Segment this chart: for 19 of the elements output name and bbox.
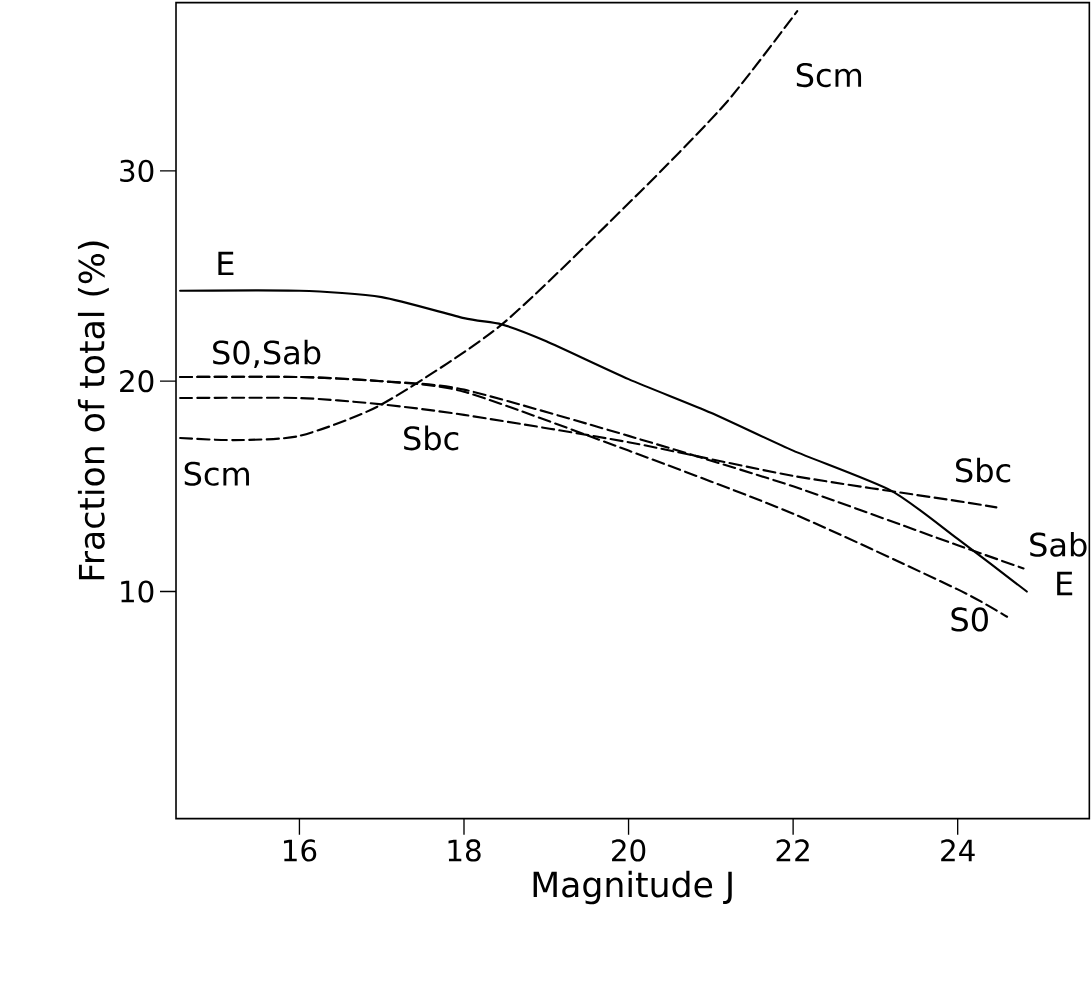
annotation: Sbc: [404, 425, 459, 451]
series-label: Sab: [1030, 532, 1087, 557]
series-label: E: [1057, 571, 1073, 596]
x-tick-label: 22: [776, 839, 809, 862]
series-label: Sbc: [956, 457, 1011, 483]
annotation: Scm: [184, 461, 249, 486]
series-label: S0: [951, 607, 988, 632]
y-axis-title: Fraction of total (%): [77, 241, 109, 580]
y-tick-label: 20: [120, 370, 154, 393]
series-label: Scm: [796, 62, 862, 88]
x-tick-label: 18: [448, 839, 481, 862]
annotation: E: [218, 251, 234, 276]
annotation: S0,Sab: [213, 339, 321, 368]
y-tick-label: 10: [121, 580, 154, 603]
x-tick-label: 16: [283, 839, 317, 862]
x-axis-title: Magnitude J: [533, 870, 732, 905]
x-tick-label: 24: [941, 839, 975, 862]
y-tick-label: 30: [120, 159, 154, 182]
x-tick-label: 20: [612, 839, 646, 862]
